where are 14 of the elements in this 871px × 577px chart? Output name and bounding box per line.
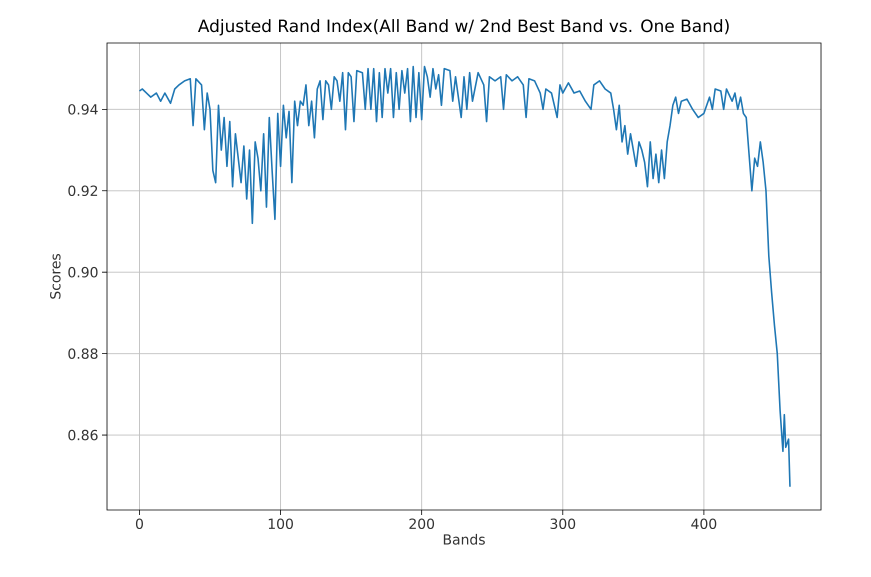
x-tick-label: 200	[409, 518, 434, 530]
x-tick-label: 400	[691, 518, 716, 530]
x-tick-label: 100	[268, 518, 293, 530]
y-tick-label: 0.92	[68, 185, 98, 196]
y-tick-label: 0.88	[68, 348, 98, 359]
x-tick-label: 0	[136, 518, 143, 530]
y-axis-title: Scores	[50, 254, 61, 299]
chart-title: Adjusted Rand Index(All Band w/ 2nd Best Band vs. One Band)	[198, 19, 729, 36]
y-tick-label: 0.86	[68, 430, 98, 440]
y-tick-label: 0.90	[68, 266, 98, 278]
line-series	[138, 66, 791, 488]
y-tick-label: 0.94	[68, 104, 98, 115]
x-tick-label: 300	[550, 518, 576, 530]
x-axis-title: Bands	[444, 534, 485, 545]
